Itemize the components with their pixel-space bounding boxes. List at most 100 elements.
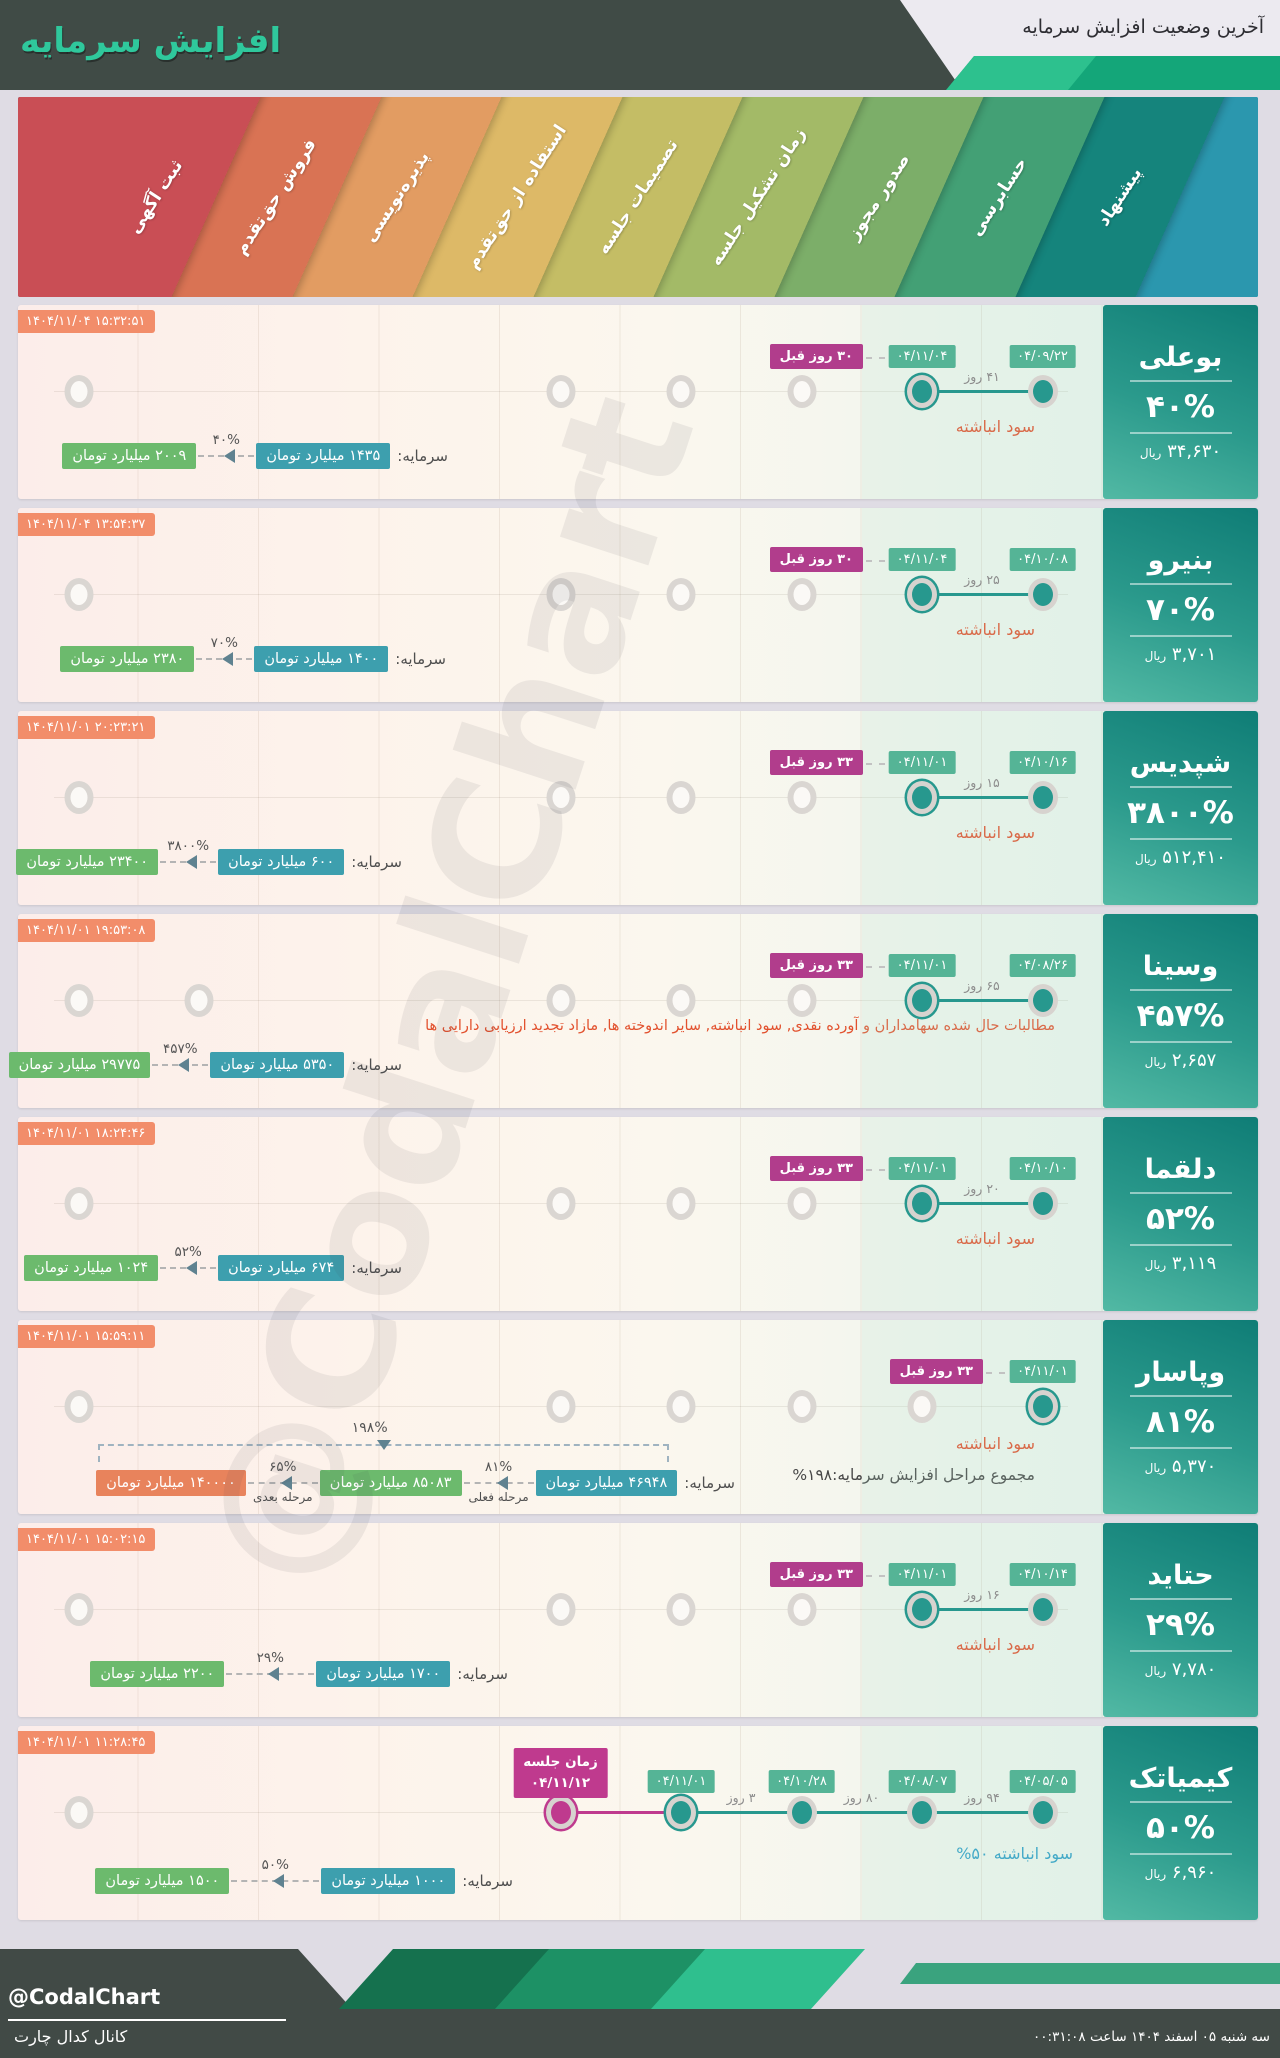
days-ago-badge: ۳۳ روز قبل <box>769 1156 886 1181</box>
capital-line: سرمایه: ۱۴۳۵ میلیارد تومان ۴۰% ۲۰۰۹ میلی… <box>62 432 448 469</box>
funding-source-text: سود انباشته <box>955 1434 1035 1453</box>
update-timestamp: ۱۴۰۴/۱۱/۰۱ ۲۰:۲۳:۲۱ <box>18 716 156 739</box>
arrow-left-icon <box>217 449 236 463</box>
stage-dot-register <box>64 375 93 408</box>
current-capital-badge: ۱۰۰۰ میلیارد تومان <box>321 1868 456 1894</box>
price-unit: ریال <box>1139 446 1162 460</box>
stage-dot-register <box>64 1390 93 1423</box>
panel-divider <box>1129 583 1232 585</box>
company-panel: وپاسار ۸۱% ۵,۳۷۰ ریال <box>1103 1320 1258 1514</box>
stage-dot-license <box>787 375 816 408</box>
capital-label: سرمایه: <box>457 1665 508 1683</box>
price-unit: ریال <box>1144 1664 1167 1678</box>
proposal-date-badge: ۰۴/۱۰/۱۰ <box>1009 1157 1076 1180</box>
current-capital-badge: ۶۷۴ میلیارد تومان <box>218 1255 345 1281</box>
price-unit: ریال <box>1135 852 1157 866</box>
increase-percent: ۷۰% <box>210 635 238 651</box>
increase-arrow: ۷۰% <box>196 635 253 666</box>
audit-date-badge: ۰۴/۱۱/۰۱ <box>888 1157 956 1180</box>
arrow-down-icon <box>377 1440 392 1457</box>
increase-arrow: ۲۹% <box>226 1650 315 1681</box>
company-increase-percent: ۴۵۷% <box>1136 998 1225 1034</box>
stage-dot-meeting-time <box>666 1187 696 1220</box>
capital-label: سرمایه: <box>351 1056 402 1074</box>
increase-arrow: ۳۸۰۰% <box>160 838 217 869</box>
audit-date-badge: ۰۴/۱۱/۰۱ <box>888 954 956 977</box>
panel-divider <box>1129 989 1232 991</box>
license-date-badge: ۰۴/۱۰/۲۸ <box>768 1770 835 1793</box>
price-value: ۷,۷۸۰ <box>1171 1659 1217 1680</box>
company-price: ۳,۷۰۱ ریال <box>1145 644 1217 665</box>
company-increase-percent: ۷۰% <box>1146 592 1215 628</box>
page-subtitle: آخرین وضعیت افزایش سرمایه <box>1022 16 1264 38</box>
panel-divider <box>1129 380 1232 382</box>
stage-dot-proposal <box>1027 984 1058 1017</box>
audit-date-badge: ۰۴/۱۱/۰۱ <box>888 1563 956 1586</box>
panel-divider <box>1129 838 1232 840</box>
audit-date-badge: ۰۴/۱۱/۰۴ <box>888 345 956 368</box>
stage-dot-license <box>787 578 816 611</box>
price-value: ۵,۳۷۰ <box>1171 1456 1217 1477</box>
stage-dot-proposal <box>1027 1593 1058 1626</box>
price-unit: ریال <box>1144 1055 1167 1069</box>
new-capital-badge: ۲۳۴۰۰ میلیارد تومان <box>16 849 159 875</box>
company-name: بنیرو <box>1147 545 1214 576</box>
price-unit: ریال <box>1144 649 1167 663</box>
capital-label: سرمایه: <box>397 447 448 465</box>
stage-dot-meeting-time <box>666 1796 696 1829</box>
increase-percent: ۳۸۰۰% <box>167 838 210 854</box>
stage-dot-audit <box>907 781 937 814</box>
audit-date-badge: ۰۴/۰۸/۰۷ <box>888 1770 956 1793</box>
increase-arrow: ۵۲% <box>160 1244 217 1275</box>
stage-dot-meeting-decisions <box>546 984 575 1017</box>
stage-dot-audit <box>907 1796 937 1829</box>
panel-divider <box>1129 1598 1232 1600</box>
proposal-date-badge: ۰۴/۰۹/۲۲ <box>1009 345 1076 368</box>
price-unit: ریال <box>1144 1867 1167 1881</box>
increase-percent: ۵۲% <box>174 1244 202 1260</box>
new-capital-badge: ۲۰۰۹ میلیارد تومان <box>62 443 197 469</box>
price-value: ۲,۶۵۷ <box>1171 1050 1217 1071</box>
price-unit: ریال <box>1144 1461 1167 1475</box>
stage-dot-register <box>64 1187 93 1220</box>
price-value: ۵۱۲,۴۱۰ <box>1162 847 1226 868</box>
price-value: ۳۴,۶۳۰ <box>1167 441 1222 462</box>
company-increase-percent: ۳۸۰۰% <box>1127 795 1234 831</box>
stage-dot-proposal <box>1027 1187 1058 1220</box>
company-price: ۶,۹۶۰ ریال <box>1145 1862 1217 1883</box>
timeline-connector <box>922 1608 1043 1611</box>
new-capital-badge: ۱۰۲۴ میلیارد تومان <box>24 1255 159 1281</box>
days-between-label: ۸۰ روز <box>843 1790 880 1805</box>
timeline-connector <box>922 999 1043 1002</box>
days-between-label: ۶۵ روز <box>964 978 1000 993</box>
company-row-shepdis: ۱۴۰۴/۱۱/۰۱ ۲۰:۲۳:۲۱ ۱۵ روز ۳۳ روز قبل ۰۴… <box>16 711 1258 905</box>
company-name: بوعلی <box>1138 342 1223 373</box>
footer-underline <box>8 2019 286 2021</box>
total-increase-percent: ۱۹۸% <box>351 1420 388 1436</box>
company-increase-percent: ۸۱% <box>1146 1404 1215 1440</box>
middle-capital-badge: ۸۵۰۸۳ میلیارد تومان <box>319 1470 462 1496</box>
company-name: دلقما <box>1144 1154 1217 1185</box>
arrow-left-icon <box>261 1667 280 1681</box>
stage-dot-register <box>64 984 93 1017</box>
update-timestamp: ۱۴۰۴/۱۱/۰۱ ۱۸:۲۴:۴۶ <box>18 1122 156 1145</box>
stage-dot-meeting-decisions <box>546 375 575 408</box>
page-title: افزایش سرمایه <box>20 21 282 61</box>
company-price: ۵۱۲,۴۱۰ ریال <box>1135 847 1226 868</box>
proposal-date-badge: ۰۴/۱۰/۱۶ <box>1009 751 1076 774</box>
increase-arrow: ۴۰% <box>198 432 255 463</box>
company-row-hataid: ۱۴۰۴/۱۱/۰۱ ۱۵:۰۲:۱۵ ۱۶ روز ۳۳ روز قبل ۰۴… <box>18 1523 1258 1717</box>
stage-dot-proposal <box>1027 781 1058 814</box>
new-capital-badge: ۲۳۸۰ میلیارد تومان <box>60 646 195 672</box>
company-increase-percent: ۵۲% <box>1146 1201 1215 1237</box>
panel-divider <box>1129 1650 1232 1652</box>
stage-dot-meeting-time <box>666 375 696 408</box>
stage-dot-license <box>787 1593 816 1626</box>
price-unit: ریال <box>1144 1258 1167 1272</box>
new-capital-badge: ۲۹۷۷۵ میلیارد تومان <box>8 1052 151 1078</box>
days-ago-badge: ۳۳ روز قبل <box>769 953 886 978</box>
arrow-left-icon <box>266 1874 285 1888</box>
capital-label: سرمایه: <box>684 1474 735 1492</box>
days-between-label: ۲۰ روز <box>964 1181 1000 1196</box>
stage-dot-audit <box>907 984 937 1017</box>
